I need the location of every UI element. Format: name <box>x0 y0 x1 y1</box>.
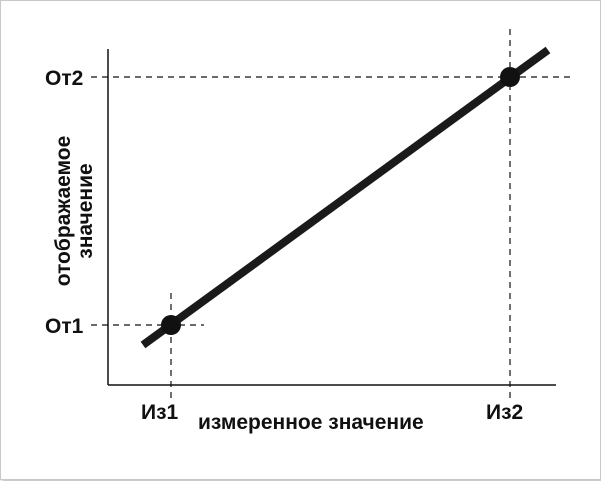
y-tick-label-ot2: От2 <box>45 67 83 90</box>
x-tick-label-iz2: Из2 <box>486 401 523 424</box>
x-tick-label-iz1: Из1 <box>141 401 179 424</box>
y-tick-label-ot1: От1 <box>45 315 84 338</box>
y-axis-label-line1: отображаемое <box>52 136 75 287</box>
y-axis-label: отображаемое значение <box>52 136 97 287</box>
y-axis-label-line2: значение <box>74 163 97 258</box>
point-2 <box>500 67 520 87</box>
x-axis-label: измеренное значение <box>198 411 424 434</box>
point-1 <box>161 315 181 335</box>
characteristic-line <box>140 46 551 349</box>
